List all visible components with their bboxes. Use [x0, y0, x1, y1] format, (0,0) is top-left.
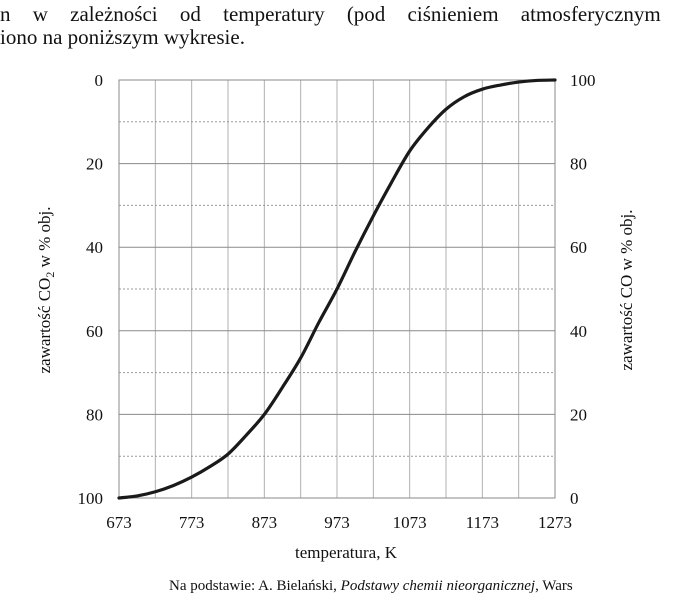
left-tick-label: 20	[86, 155, 103, 174]
x-tick-label: 1273	[538, 513, 572, 532]
right-tick-label: 0	[570, 489, 579, 508]
x-tick-label: 773	[179, 513, 205, 532]
x-tick-label: 673	[106, 513, 132, 532]
series-line-co	[117, 78, 557, 500]
x-tick-label: 1173	[466, 513, 499, 532]
x-tick-label: 873	[252, 513, 278, 532]
tick-labels: 673 773 873 973 1073 1173 1273 0 20 40 60 80 100 100 8…	[78, 71, 596, 532]
left-tick-label: 40	[86, 238, 103, 257]
x-tick-label: 973	[324, 513, 350, 532]
x-axis-title: temperatura, K	[295, 543, 398, 562]
right-tick-label: 100	[570, 71, 596, 90]
right-tick-label: 20	[570, 405, 587, 424]
right-tick-label: 80	[570, 155, 587, 174]
plot-frame	[118, 79, 556, 499]
intro-text-line-1: n w zależności od temperatury (pod ciśni…	[0, 2, 679, 26]
left-tick-label: 100	[78, 489, 104, 508]
intro-text-line-2: iono na poniższym wykresie.	[0, 25, 245, 49]
right-tick-label: 60	[570, 238, 587, 257]
right-axis-title: zawartość CO w % obj.	[617, 210, 636, 371]
left-tick-label: 0	[95, 71, 104, 90]
left-tick-label: 80	[86, 405, 103, 424]
x-tick-label: 1073	[393, 513, 427, 532]
left-axis-title: zawartość CO2 w % obj.	[35, 207, 57, 374]
left-tick-label: 60	[86, 322, 103, 341]
right-tick-label: 40	[570, 322, 587, 341]
source-note: Na podstawie: A. Bielański, Podstawy che…	[169, 578, 573, 594]
series-layer	[117, 78, 557, 500]
